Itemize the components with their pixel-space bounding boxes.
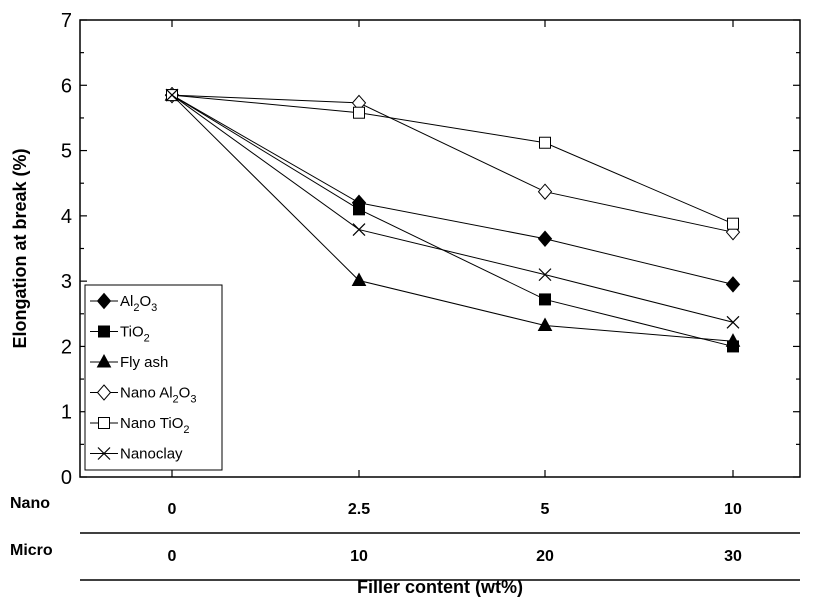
x-row-label-nano: Nano	[10, 495, 50, 512]
y-tick-label: 5	[61, 141, 72, 163]
x-row-label-micro: Micro	[10, 542, 53, 559]
series-line-nano-tio2	[171, 94, 734, 225]
legend-marker	[96, 353, 112, 368]
legend-item-nano-al2o3: Nano Al2O3	[90, 384, 196, 406]
data-point-nano-al2o3	[537, 183, 553, 200]
data-point-nano-tio2	[539, 136, 551, 149]
y-tick-label: 1	[61, 402, 72, 424]
data-point-al2o3	[725, 276, 741, 293]
series-line-tio2	[171, 94, 734, 347]
data-point-nanoclay	[538, 268, 552, 282]
legend-label: TiO2	[120, 324, 150, 345]
legend-marker	[96, 292, 112, 310]
y-axis: 0 1 2 3 4 5 6 7	[61, 10, 800, 489]
y-tick-label: 7	[61, 10, 72, 32]
legend-marker	[98, 325, 110, 338]
x-tick-label: 10	[724, 501, 742, 518]
y-tick-label: 2	[61, 336, 72, 358]
x-tick-label: 2.5	[348, 501, 370, 518]
legend-item-al2o3: Al2O3	[90, 292, 157, 314]
x-tick-label: 0	[168, 501, 177, 518]
legend-marker	[96, 384, 112, 401]
legend-item-nanoclay: Nanoclay	[90, 446, 183, 463]
legend-label: Fly ash	[120, 354, 168, 371]
data-point-nano-tio2	[727, 217, 739, 230]
x-tick-label: 10	[350, 548, 368, 565]
y-tick-label: 0	[61, 467, 72, 489]
x-tick-label: 20	[536, 548, 554, 565]
x-tick-label: 30	[724, 548, 742, 565]
legend-item-nano-tio2: Nano TiO2	[90, 415, 190, 436]
data-point-nanoclay	[352, 223, 366, 236]
x-axis-title: Filler content (wt%)	[357, 577, 523, 597]
legend: Al2O3 TiO2 Fly ash Nano Al2O3 Nano TiO2 Nanoc…	[84, 284, 223, 471]
y-tick-label: 3	[61, 271, 72, 293]
x-marker-stroke	[726, 315, 740, 329]
x-tick-label: 5	[541, 501, 550, 518]
data-point-tio2	[353, 203, 365, 216]
data-point-fly-ash	[725, 333, 741, 347]
series-line-nano-al2o3	[171, 94, 734, 233]
legend-marker	[97, 447, 111, 460]
series-nanoclay	[165, 88, 740, 329]
data-point-nanoclay	[726, 315, 740, 329]
data-point-fly-ash	[351, 272, 367, 286]
series-line-al2o3	[171, 94, 734, 285]
x-marker-stroke	[352, 223, 366, 236]
data-point-fly-ash	[537, 317, 553, 332]
legend-item-tio2: TiO2	[90, 324, 150, 345]
legend-label: Nano Al2O3	[120, 385, 196, 406]
legend-marker	[98, 417, 110, 429]
data-point-tio2	[539, 293, 551, 306]
legend-label: Al2O3	[120, 293, 157, 314]
series-layer	[164, 86, 741, 353]
x-marker-stroke	[538, 268, 552, 282]
x-marker-stroke	[165, 88, 179, 102]
series-fly-ash	[164, 87, 741, 347]
data-point-nano-tio2	[353, 106, 365, 119]
series-nano-tio2	[166, 89, 739, 230]
y-axis-title: Elongation at break (%)	[10, 148, 30, 348]
series-line-nanoclay	[171, 94, 734, 323]
x-marker-stroke	[97, 447, 111, 460]
legend-item-fly-ash: Fly ash	[90, 353, 168, 371]
y-tick-label: 6	[61, 75, 72, 97]
data-point-al2o3	[537, 230, 553, 247]
legend-label: Nanoclay	[120, 446, 183, 463]
series-nano-al2o3	[164, 86, 741, 241]
legend-box	[84, 284, 223, 471]
legend-label: Nano TiO2	[120, 415, 190, 436]
x-tick-label: 0	[168, 548, 177, 565]
data-point-nanoclay	[165, 88, 179, 102]
y-tick-label: 4	[61, 206, 72, 228]
series-line-fly-ash	[171, 94, 734, 342]
